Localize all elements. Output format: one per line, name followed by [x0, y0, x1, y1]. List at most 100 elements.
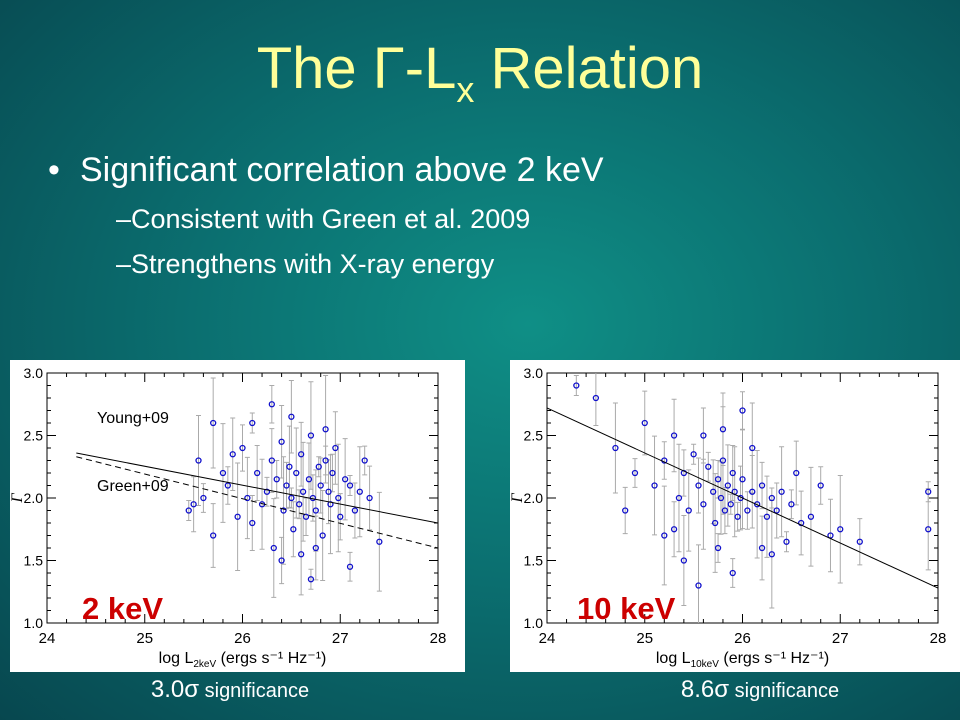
- x-tick-label: 24: [39, 630, 56, 647]
- data-point: [714, 476, 722, 483]
- data-point: [710, 488, 717, 495]
- data-point: [763, 513, 771, 520]
- data-point: [641, 419, 648, 427]
- data-point: [312, 507, 319, 514]
- x-tick-label: 25: [136, 630, 153, 647]
- data-point: [695, 482, 702, 489]
- fit-line: [547, 407, 938, 589]
- data-point: [307, 576, 315, 583]
- data-point: [297, 551, 305, 558]
- data-point: [749, 444, 756, 452]
- data-point: [254, 469, 261, 477]
- data-point: [700, 501, 707, 508]
- data-point: [685, 507, 692, 514]
- data-point: [376, 538, 383, 545]
- y-tick-label: 1.0: [524, 615, 544, 631]
- data-point: [573, 382, 580, 389]
- data-point: [249, 419, 256, 427]
- data-point: [754, 501, 761, 508]
- data-point: [239, 444, 246, 452]
- data-point: [729, 469, 736, 477]
- data-point: [195, 457, 202, 464]
- x-tick-label: 28: [430, 630, 447, 647]
- data-layer: [76, 375, 438, 598]
- slide-title: The Γ-Lx Relation: [256, 36, 704, 110]
- data-point: [744, 507, 751, 514]
- data-point: [856, 538, 863, 545]
- data-point: [711, 519, 719, 527]
- data-point: [317, 482, 324, 489]
- data-point: [361, 457, 368, 464]
- data-point: [234, 513, 241, 520]
- x-tick-label: 25: [636, 630, 653, 647]
- data-point: [661, 532, 668, 539]
- data-point: [296, 501, 303, 508]
- data-point: [322, 457, 329, 464]
- x-axis-label: log L10keV (ergs s⁻¹ Hz⁻¹): [656, 650, 829, 670]
- data-point: [185, 507, 192, 514]
- x-tick-label: 27: [332, 630, 349, 647]
- y-axis-label: Γ: [10, 493, 26, 504]
- y-tick-label: 2.0: [24, 490, 44, 506]
- data-point: [302, 513, 310, 520]
- data-point: [229, 451, 236, 458]
- data-point: [727, 501, 734, 508]
- sub-bullet: –Strengthens with X-ray energy: [116, 249, 495, 279]
- y-tick-label: 1.5: [24, 553, 44, 569]
- sub-bullet: –Consistent with Green et al. 2009: [116, 204, 531, 234]
- data-point: [249, 519, 256, 527]
- data-point: [807, 513, 815, 520]
- data-point: [224, 482, 231, 489]
- x-tick-label: 24: [539, 630, 556, 647]
- data-point: [270, 544, 277, 552]
- fit-line: [76, 452, 438, 524]
- y-tick-label: 2.5: [24, 428, 44, 444]
- data-point: [680, 557, 688, 564]
- data-point: [670, 432, 678, 439]
- data-point: [622, 507, 629, 514]
- data-point: [670, 526, 678, 533]
- data-point: [778, 488, 785, 495]
- data-point: [758, 544, 766, 552]
- title-subscript: x: [456, 69, 475, 110]
- fit-line: [76, 456, 438, 549]
- data-point: [817, 482, 824, 489]
- data-point: [299, 488, 307, 495]
- bullet-list: • Significant correlation above 2 keV –Co…: [48, 148, 604, 282]
- data-point: [290, 526, 297, 533]
- data-point: [280, 507, 287, 514]
- data-point: [322, 426, 329, 433]
- data-point: [739, 407, 746, 414]
- y-tick-label: 1.5: [524, 553, 544, 569]
- data-point: [773, 507, 780, 514]
- data-point: [592, 394, 600, 402]
- data-point: [351, 507, 359, 514]
- data-point: [729, 569, 736, 577]
- data-point: [793, 469, 800, 477]
- data-point: [283, 482, 290, 489]
- caption-10kev: 8.6σ significance: [680, 676, 840, 703]
- data-point: [631, 469, 639, 477]
- data-point: [293, 469, 300, 477]
- data-point: [714, 544, 722, 552]
- fit-line-label: Young+09: [97, 410, 169, 427]
- data-point: [219, 469, 227, 477]
- data-point: [305, 476, 313, 483]
- data-point: [719, 457, 727, 464]
- data-point: [721, 507, 729, 514]
- data-point: [717, 494, 725, 502]
- data-point: [268, 401, 275, 408]
- data-point: [768, 551, 775, 558]
- data-point: [341, 476, 349, 483]
- data-point: [356, 488, 363, 495]
- data-point: [200, 494, 207, 502]
- data-point: [734, 513, 741, 520]
- x-tick-label: 28: [930, 630, 947, 647]
- x-axis-label: log L2keV (ergs s⁻¹ Hz⁻¹): [159, 650, 327, 670]
- y-tick-label: 2.0: [524, 490, 544, 506]
- data-point: [758, 482, 766, 489]
- x-tick-label: 26: [734, 630, 751, 647]
- data-point: [651, 482, 658, 489]
